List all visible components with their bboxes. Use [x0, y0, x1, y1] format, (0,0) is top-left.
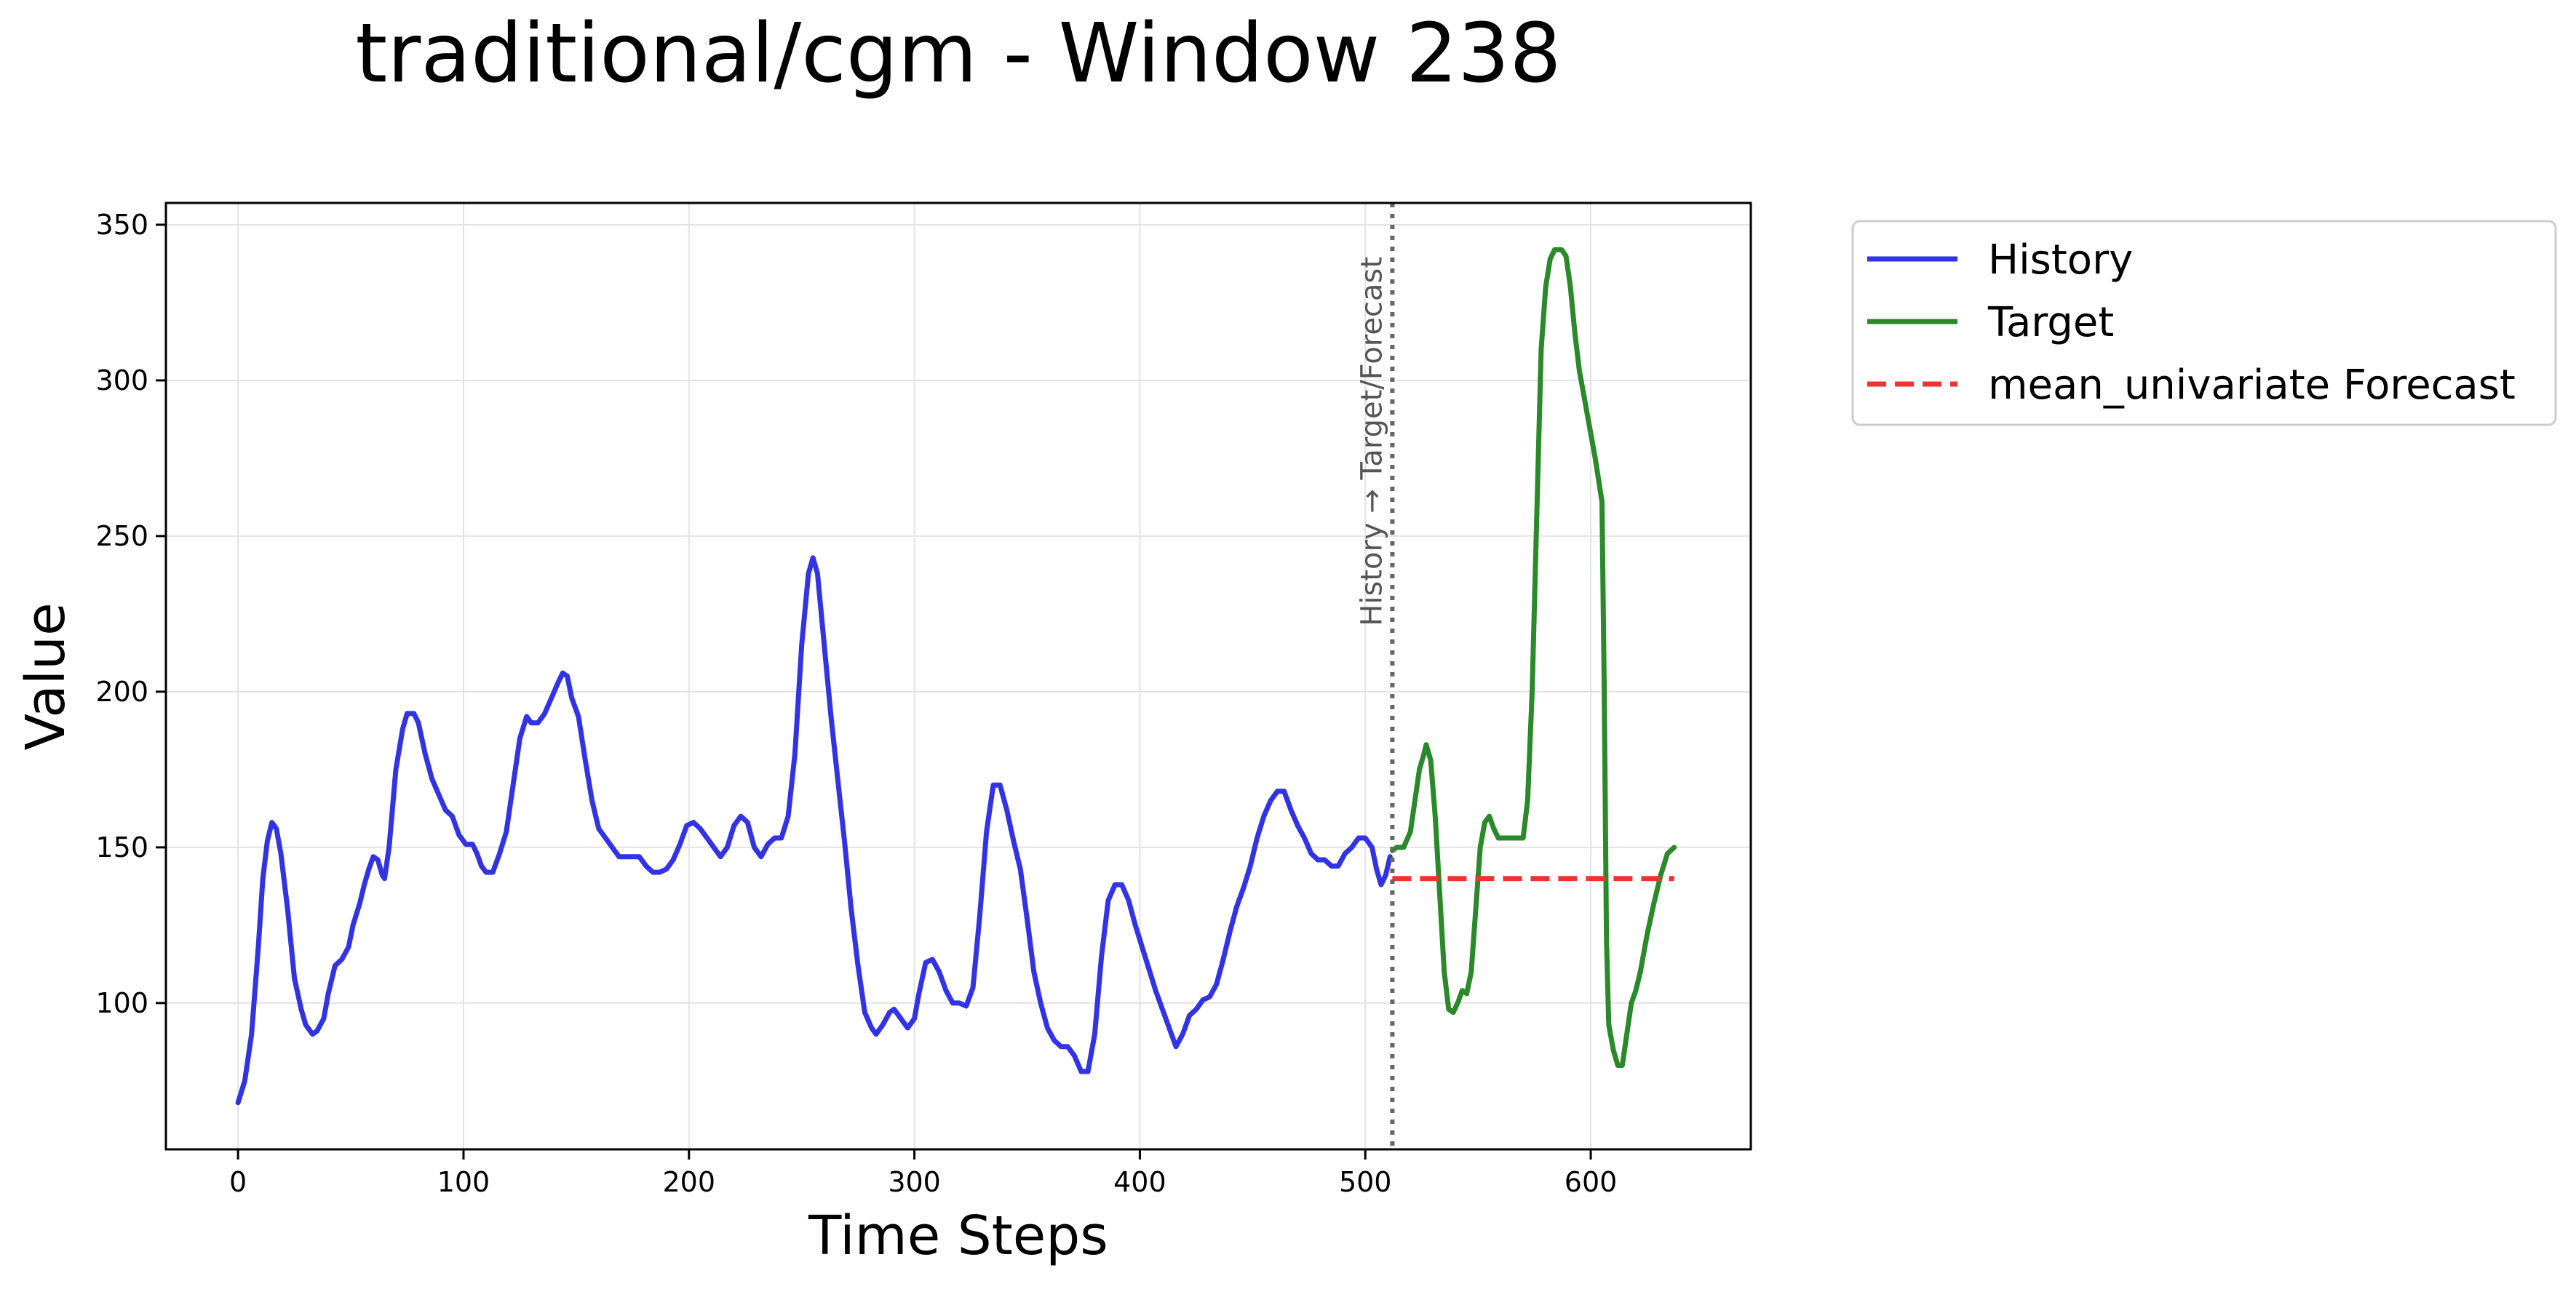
- plot-frame: [164, 201, 1752, 1151]
- x-axis-label: Time Steps: [808, 1205, 1108, 1267]
- legend-frame: [1851, 220, 2557, 426]
- legend-label: mean_univariate Forecast: [1988, 362, 2516, 409]
- legend: History Target mean_univariate Forecast: [1851, 220, 2557, 426]
- grid: [166, 203, 1751, 1149]
- series-line-target: [1389, 247, 1677, 1068]
- y-tick-label: 250: [95, 520, 148, 552]
- x-tick-label: 200: [663, 1166, 716, 1198]
- legend-label: Target: [1987, 299, 2114, 346]
- split-annotation: History → Target/Forecast: [1355, 203, 1395, 1149]
- x-tick-label: 300: [888, 1166, 941, 1198]
- y-tick-label: 300: [95, 364, 148, 396]
- x-tick-label: 600: [1565, 1166, 1618, 1198]
- chart-title: traditional/cgm - Window 238: [355, 7, 1561, 101]
- x-tick-label: 100: [437, 1166, 490, 1198]
- axis-ticks: 0 100 200 300 400 500 600 100 150 200 250 300 350: [95, 209, 1617, 1198]
- x-tick-label: 500: [1339, 1166, 1392, 1198]
- split-label: History → Target/Forecast: [1355, 257, 1388, 626]
- legend-label: History: [1988, 236, 2133, 284]
- series-layer: [235, 247, 1677, 1106]
- y-tick-label: 200: [95, 676, 148, 708]
- series-line-history: [235, 555, 1393, 1106]
- y-axis-label: Value: [15, 602, 77, 750]
- y-tick-label: 150: [95, 831, 148, 863]
- x-tick-label: 400: [1113, 1166, 1166, 1198]
- y-tick-label: 350: [95, 209, 148, 241]
- x-tick-label: 0: [229, 1166, 247, 1198]
- y-tick-label: 100: [95, 987, 148, 1019]
